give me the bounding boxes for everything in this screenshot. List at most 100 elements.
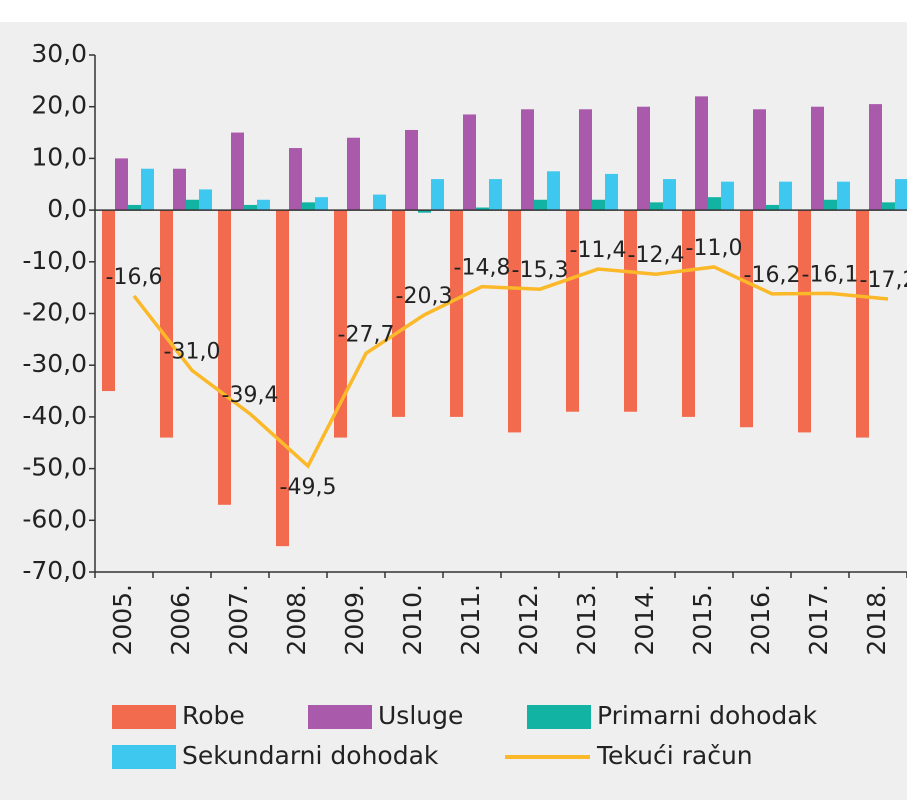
bar	[405, 129, 418, 211]
x-tick-label: 2017.	[804, 584, 833, 656]
x-tick-label: 2015.	[688, 584, 717, 656]
line	[132, 265, 889, 469]
bar	[837, 181, 850, 211]
bar	[257, 199, 270, 211]
y-tick-label: 20,0	[31, 91, 87, 120]
legend-label: Sekundarni dohodak	[182, 741, 439, 770]
bar	[392, 210, 405, 417]
y-tick-label: -40,0	[22, 401, 87, 430]
bar	[450, 210, 463, 417]
bar	[824, 199, 837, 211]
data-label: -17,2	[860, 268, 907, 293]
bar	[418, 210, 431, 213]
x-tick-label: 2010.	[398, 584, 427, 656]
x-tick-label: 2018.	[862, 584, 891, 656]
legend-label: Tekući račun	[596, 741, 753, 770]
legend-label: Robe	[182, 701, 245, 730]
bar	[811, 106, 824, 211]
bar	[160, 210, 173, 438]
bar	[663, 179, 676, 211]
y-tick-label: -50,0	[22, 453, 87, 482]
data-label: -16,6	[106, 265, 163, 290]
bar	[476, 207, 489, 211]
data-label: -39,4	[222, 383, 279, 408]
bar	[431, 179, 444, 211]
bar	[186, 199, 199, 211]
bar	[489, 179, 502, 211]
bar	[508, 210, 521, 433]
bar	[740, 210, 753, 428]
data-label: -16,2	[744, 263, 801, 288]
data-label: -16,1	[802, 262, 859, 287]
y-tick-label: 10,0	[31, 142, 87, 171]
y-tick-label: -30,0	[22, 349, 87, 378]
bar	[115, 158, 128, 211]
legend-label: Primarni dohodak	[597, 701, 818, 730]
y-tick-label: -10,0	[22, 246, 87, 275]
data-label: -12,4	[628, 243, 685, 268]
bar	[624, 210, 637, 412]
y-tick-label: -70,0	[22, 556, 87, 585]
x-tick-label: 2012.	[514, 584, 543, 656]
x-tick-label: 2005.	[108, 584, 137, 656]
bar	[753, 109, 766, 211]
bar	[708, 197, 721, 211]
x-tick-label: 2014.	[630, 584, 659, 656]
bar	[231, 132, 244, 211]
bar	[869, 104, 882, 211]
bar	[315, 197, 328, 211]
data-label: -14,8	[454, 256, 511, 281]
bar	[334, 210, 347, 438]
data-label: -31,0	[164, 339, 221, 364]
x-tick-label: 2007.	[224, 584, 253, 656]
bar	[199, 189, 212, 211]
bar	[373, 194, 386, 211]
data-label: -11,4	[570, 238, 627, 263]
bar	[521, 109, 534, 211]
bar	[592, 199, 605, 211]
bar	[721, 181, 734, 211]
bar	[798, 210, 811, 433]
bar	[102, 210, 115, 392]
bar	[547, 171, 560, 211]
y-tick-label: -60,0	[22, 504, 87, 533]
bar	[882, 202, 895, 211]
bar	[637, 106, 650, 211]
bar	[128, 204, 141, 211]
legend-swatch	[112, 705, 176, 729]
legend-label: Usluge	[378, 701, 463, 730]
bar	[650, 202, 663, 211]
bar	[766, 204, 779, 211]
legend-swatch	[112, 745, 176, 769]
bar	[347, 137, 360, 211]
bar	[695, 96, 708, 211]
bar	[141, 168, 154, 211]
bar	[302, 202, 315, 211]
x-tick-label: 2013.	[572, 584, 601, 656]
bar	[895, 179, 907, 211]
x-tick-label: 2011.	[456, 584, 485, 656]
data-label: -27,7	[338, 322, 395, 347]
bar	[682, 210, 695, 417]
bar	[276, 210, 289, 547]
bar	[173, 168, 186, 211]
bar	[463, 114, 476, 211]
bar	[856, 210, 869, 438]
bar	[218, 210, 231, 505]
x-tick-label: 2008.	[282, 584, 311, 656]
bar	[244, 204, 257, 211]
y-tick-label: 0,0	[47, 194, 87, 223]
y-tick-label: -20,0	[22, 298, 87, 327]
bar	[605, 173, 618, 211]
data-label: -49,5	[280, 475, 337, 500]
x-tick-label: 2016.	[746, 584, 775, 656]
x-tick-label: 2009.	[340, 584, 369, 656]
legend-swatch	[527, 705, 591, 729]
data-label: -11,0	[686, 236, 743, 261]
legend-swatch	[308, 705, 372, 729]
x-tick-label: 2006.	[166, 584, 195, 656]
data-label: -15,3	[512, 258, 569, 283]
bar	[566, 210, 579, 412]
data-label: -20,3	[396, 284, 453, 309]
